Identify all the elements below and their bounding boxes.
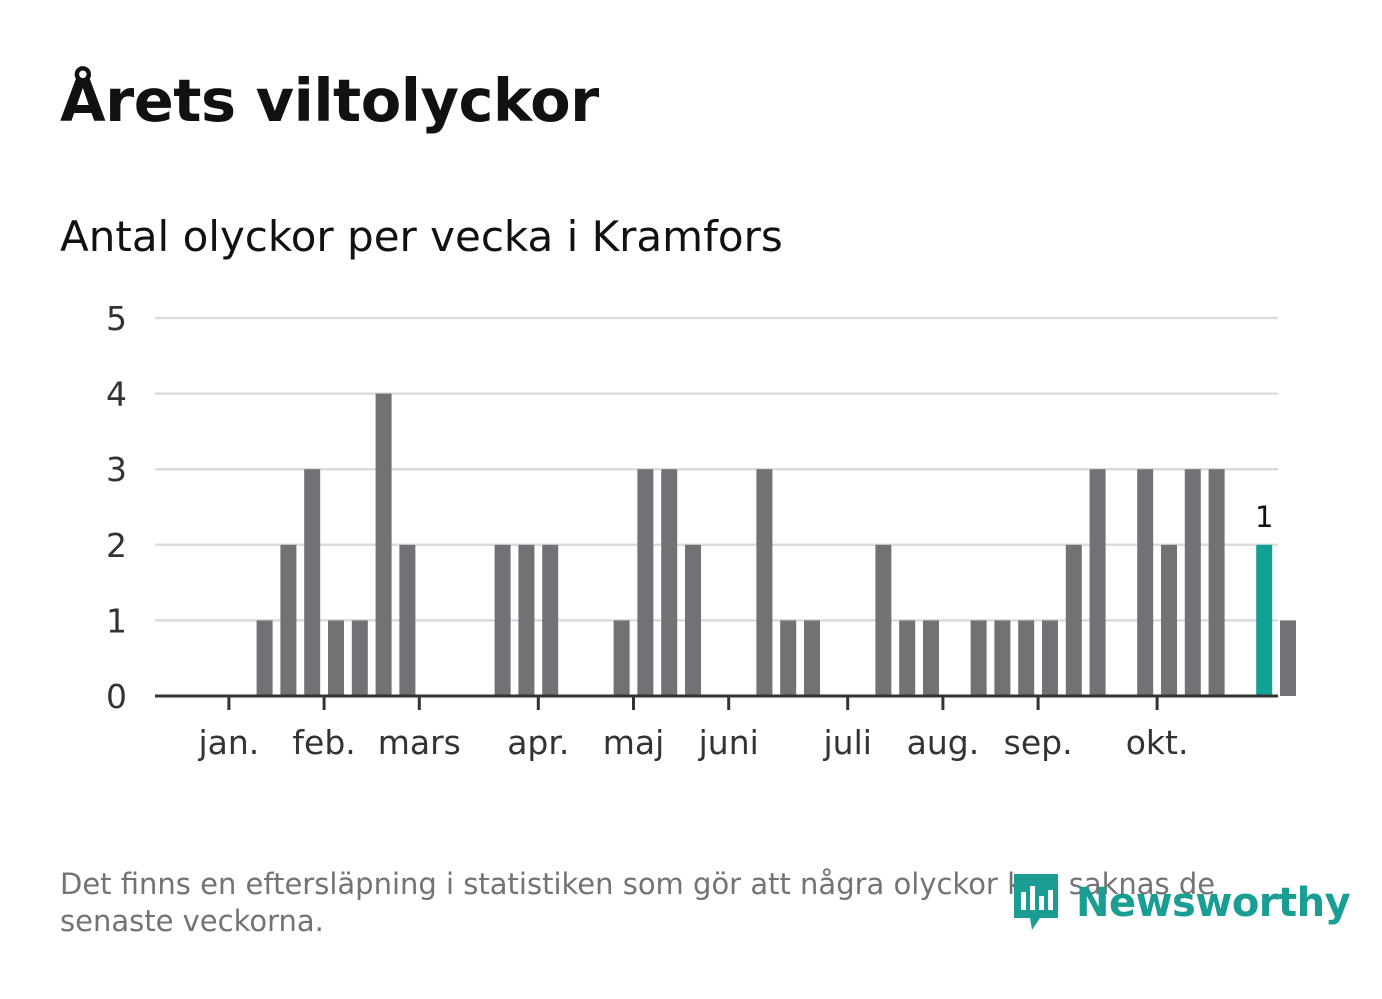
bar-week-14 [518, 544, 535, 696]
bar-week-30 [899, 620, 916, 696]
newsworthy-wordmark: Newsworthy [1076, 880, 1351, 926]
y-tick-label-5: 5 [106, 299, 127, 338]
x-tick-label: aug. [907, 723, 980, 762]
bar-week-15 [542, 544, 559, 696]
chart-subtitle: Antal olyckor per vecka i Kramfors [60, 212, 783, 261]
bar-week-42 [1184, 469, 1201, 696]
bar-week-31 [923, 620, 939, 696]
data-labels: 1 [1255, 500, 1273, 534]
bar-week-38 [1089, 469, 1106, 696]
bar-week-3 [256, 620, 273, 696]
x-tick-label: apr. [507, 723, 569, 762]
bar-week-33 [970, 620, 987, 696]
bar-week-25 [780, 620, 797, 696]
bar-week-20 [661, 469, 678, 696]
bar-week-45 [1256, 544, 1273, 696]
bar-week-5 [304, 469, 321, 696]
bar-week-46 [1280, 620, 1296, 696]
y-tick-label-0: 0 [106, 677, 127, 716]
bar-week-34 [994, 620, 1011, 696]
x-tick-label: sep. [1004, 723, 1073, 762]
bar-week-37 [1065, 544, 1082, 696]
bar-week-6 [328, 620, 344, 696]
y-tick-label-1: 1 [106, 601, 127, 640]
y-tick-label-4: 4 [106, 375, 127, 414]
x-tick-label: okt. [1126, 723, 1189, 762]
bar-week-24 [756, 469, 773, 696]
newsworthy-icon [1014, 874, 1058, 930]
bar-week-13 [494, 544, 511, 696]
bar-week-18 [613, 620, 630, 696]
highlight-value-label: 1 [1255, 500, 1273, 534]
bar-week-36 [1042, 620, 1058, 696]
bar-week-4 [280, 544, 297, 696]
x-tick-label: juni [698, 723, 759, 762]
x-tick-label: mars [378, 723, 461, 762]
y-axis-ticks: 0 1 2 3 4 5 [106, 299, 127, 716]
bar-week-41 [1161, 544, 1177, 696]
x-tick-label: juli [822, 723, 871, 762]
newsworthy-logo: Newsworthy [1010, 872, 1351, 934]
bars [256, 393, 1296, 696]
x-tick-label: feb. [292, 723, 355, 762]
bar-week-43 [1208, 469, 1225, 696]
bar-week-40 [1137, 469, 1154, 696]
bar-week-9 [399, 544, 416, 696]
gridlines [155, 316, 1278, 622]
y-tick-label-2: 2 [106, 526, 127, 565]
bar-week-29 [875, 544, 892, 696]
y-tick-label-3: 3 [106, 450, 127, 489]
bar-week-21 [685, 544, 701, 696]
chart-title: Årets viltolyckor [60, 66, 599, 135]
bar-week-19 [637, 469, 654, 696]
bar-week-7 [351, 620, 368, 696]
bar-week-35 [1018, 620, 1035, 696]
x-tick-label: jan. [198, 723, 260, 762]
x-axis: jan. feb. mars apr. maj juni juli aug. sep. okt. [155, 694, 1278, 762]
x-tick-label: maj [603, 723, 665, 762]
bar-week-8 [375, 393, 392, 696]
bar-week-26 [804, 620, 820, 696]
